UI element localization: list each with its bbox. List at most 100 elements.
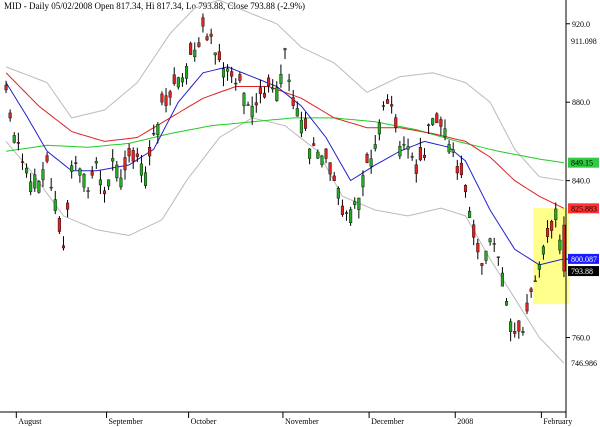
- candle: [111, 149, 115, 171]
- candle: [258, 79, 262, 104]
- candle-body: [25, 167, 29, 174]
- candle: [353, 197, 357, 209]
- candle-body: [492, 243, 496, 245]
- candle-body: [213, 52, 217, 56]
- price-label: 793.88: [568, 266, 599, 277]
- candle-body: [230, 71, 234, 77]
- candle-body: [431, 118, 435, 125]
- candle-body: [344, 212, 349, 214]
- candle: [431, 117, 435, 127]
- candle: [513, 322, 517, 338]
- candle-body: [525, 302, 529, 312]
- candle: [320, 154, 324, 168]
- candle: [226, 64, 230, 81]
- candle-body: [447, 144, 451, 153]
- candle-body: [258, 87, 262, 94]
- candle: [115, 160, 119, 182]
- candle-body: [488, 238, 492, 243]
- x-tick-label: 2008: [457, 417, 473, 426]
- candle-body: [127, 148, 131, 157]
- candle: [41, 162, 45, 187]
- candle: [308, 148, 312, 165]
- candle: [459, 155, 463, 178]
- candle: [558, 234, 562, 255]
- candle: [435, 112, 439, 124]
- candle: [480, 262, 484, 275]
- candle-body: [135, 153, 139, 157]
- y-tick-label: 920.0: [572, 20, 590, 29]
- candle-body: [139, 163, 143, 176]
- candle-body: [254, 102, 258, 106]
- candle: [340, 199, 344, 217]
- candle: [267, 74, 271, 93]
- candle: [160, 91, 164, 106]
- candle-body: [185, 66, 189, 79]
- candle-body: [537, 264, 541, 270]
- candle-body: [271, 87, 275, 90]
- candle: [402, 136, 406, 150]
- price-label-text: 825.883: [571, 204, 597, 213]
- candle: [283, 47, 287, 60]
- candle-body: [37, 181, 41, 193]
- candle-body: [554, 208, 558, 220]
- candle: [443, 119, 447, 141]
- candle-body: [504, 301, 509, 306]
- candle-body: [509, 321, 513, 332]
- candle-body: [410, 156, 414, 158]
- candle: [102, 186, 107, 203]
- x-tick-label: October: [191, 417, 217, 426]
- candle: [250, 96, 254, 125]
- candle: [152, 124, 156, 136]
- candle-body: [324, 148, 328, 159]
- candle: [468, 206, 472, 219]
- candle-body: [320, 155, 324, 165]
- candle-body: [119, 177, 123, 188]
- price-label-bg: [568, 358, 599, 369]
- candle-body: [312, 143, 316, 146]
- candle-body: [78, 168, 82, 176]
- price-label-bg: [568, 253, 599, 264]
- candle: [472, 219, 476, 246]
- candle: [123, 150, 127, 180]
- candle: [172, 67, 176, 86]
- candle: [197, 37, 201, 48]
- candle-body: [451, 149, 455, 153]
- candle-body: [234, 82, 238, 85]
- candle-body: [189, 43, 193, 55]
- candle-body: [316, 151, 320, 159]
- candle: [525, 294, 529, 315]
- price-label-text: 911.098: [571, 37, 597, 46]
- candle: [447, 140, 451, 155]
- candle-body: [463, 185, 468, 193]
- candle: [509, 318, 513, 342]
- price-label-text: 793.88: [571, 267, 593, 276]
- candle: [504, 297, 509, 306]
- candle-body: [41, 169, 45, 181]
- candle-body: [164, 95, 168, 106]
- candle: [427, 123, 431, 134]
- candle-body: [484, 250, 488, 261]
- candle-body: [45, 155, 49, 162]
- price-label-text: 849.15: [571, 159, 593, 168]
- candle-body: [546, 228, 550, 237]
- candle: [148, 140, 152, 166]
- candle-body: [480, 263, 484, 266]
- candle-body: [143, 172, 148, 186]
- candle-body: [496, 256, 500, 258]
- candle: [377, 119, 381, 141]
- candle: [61, 236, 66, 251]
- candle-body: [168, 91, 172, 98]
- candle: [328, 162, 332, 181]
- candle: [131, 147, 135, 169]
- candle-body: [373, 144, 377, 149]
- candle: [25, 163, 29, 178]
- candle: [410, 152, 414, 161]
- candle-body: [283, 48, 287, 51]
- candle-body: [275, 87, 279, 101]
- candle: [332, 171, 336, 182]
- candle-body: [381, 105, 385, 107]
- candle-body: [226, 68, 230, 72]
- candle: [217, 43, 221, 63]
- candle: [45, 152, 49, 164]
- candle-body: [49, 186, 53, 189]
